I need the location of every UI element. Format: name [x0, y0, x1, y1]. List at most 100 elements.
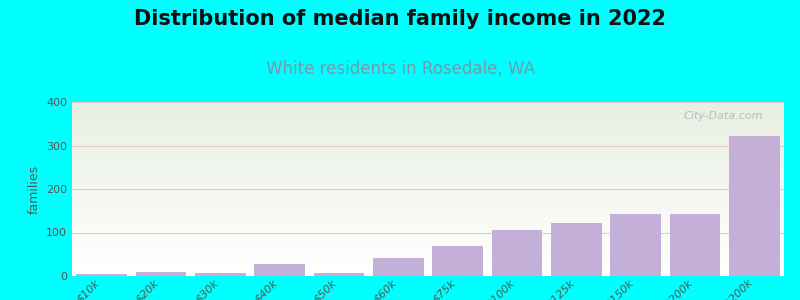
Bar [72, 261, 784, 262]
Bar [72, 113, 784, 114]
Bar [72, 175, 784, 176]
Bar [72, 258, 784, 259]
Bar [72, 176, 784, 177]
Bar [72, 163, 784, 164]
Bar [72, 220, 784, 221]
Bar [72, 132, 784, 133]
Bar [72, 141, 784, 142]
Bar [314, 272, 364, 276]
Bar [72, 231, 784, 232]
Bar [72, 275, 784, 276]
Bar [72, 257, 784, 258]
Bar [72, 118, 784, 119]
Bar [72, 250, 784, 251]
Bar [72, 105, 784, 106]
Bar [72, 216, 784, 217]
Bar [72, 157, 784, 158]
Bar [729, 136, 779, 276]
Bar [72, 201, 784, 202]
Bar [72, 126, 784, 127]
Bar [72, 225, 784, 226]
Bar [72, 112, 784, 113]
Bar [72, 273, 784, 274]
Bar [72, 135, 784, 136]
Bar [72, 214, 784, 215]
Bar [72, 120, 784, 121]
Bar [72, 164, 784, 165]
Bar [72, 249, 784, 250]
Bar [72, 203, 784, 204]
Bar [72, 241, 784, 242]
Bar [72, 133, 784, 134]
Bar [72, 114, 784, 115]
Bar [72, 262, 784, 263]
Bar [72, 259, 784, 260]
Bar [72, 204, 784, 205]
Bar [72, 143, 784, 144]
Bar [72, 167, 784, 168]
Bar [254, 264, 305, 276]
Bar [72, 274, 784, 275]
Bar [72, 116, 784, 117]
Bar [72, 238, 784, 239]
Bar [72, 246, 784, 247]
Bar [72, 189, 784, 190]
Bar [610, 214, 661, 276]
Bar [72, 138, 784, 139]
Bar [72, 266, 784, 267]
Bar [72, 115, 784, 116]
Bar [72, 107, 784, 108]
Bar [72, 205, 784, 206]
Bar [72, 202, 784, 203]
Bar [670, 214, 720, 276]
Bar [72, 151, 784, 152]
Bar [72, 196, 784, 197]
Bar [72, 186, 784, 187]
Bar [72, 177, 784, 178]
Bar [72, 165, 784, 166]
Bar [72, 208, 784, 209]
Bar [72, 154, 784, 155]
Bar [373, 258, 423, 276]
Bar [72, 183, 784, 184]
Bar [72, 185, 784, 186]
Bar [72, 158, 784, 159]
Bar [77, 274, 127, 276]
Bar [72, 243, 784, 244]
Bar [72, 193, 784, 194]
Bar [72, 219, 784, 220]
Bar [72, 150, 784, 151]
Bar [492, 230, 542, 276]
Bar [72, 265, 784, 266]
Bar [72, 123, 784, 124]
Bar [72, 137, 784, 138]
Bar [72, 178, 784, 179]
Bar [72, 240, 784, 241]
Bar [72, 184, 784, 185]
Bar [72, 206, 784, 207]
Bar [72, 255, 784, 256]
Bar [72, 174, 784, 175]
Bar [72, 191, 784, 192]
Text: Distribution of median family income in 2022: Distribution of median family income in … [134, 9, 666, 29]
Bar [72, 170, 784, 171]
Bar [72, 148, 784, 149]
Bar [72, 223, 784, 224]
Bar [72, 180, 784, 181]
Bar [72, 190, 784, 191]
Bar [72, 111, 784, 112]
Bar [72, 194, 784, 195]
Bar [72, 129, 784, 130]
Bar [72, 122, 784, 123]
Bar [72, 254, 784, 255]
Bar [136, 272, 186, 276]
Bar [72, 245, 784, 246]
Bar [72, 271, 784, 272]
Bar [72, 251, 784, 252]
Bar [72, 169, 784, 170]
Bar [72, 209, 784, 210]
Bar [72, 139, 784, 140]
Bar [72, 108, 784, 109]
Bar [72, 221, 784, 222]
Bar [72, 200, 784, 201]
